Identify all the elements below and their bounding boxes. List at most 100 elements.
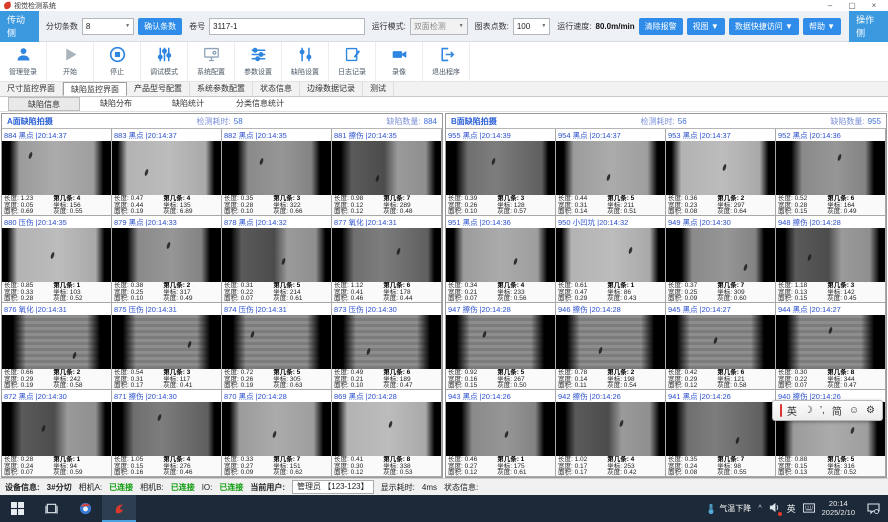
tab-0[interactable]: 尺寸监控界面	[0, 82, 63, 96]
subtab-1[interactable]: 缺陷分布	[100, 99, 132, 108]
defect-image[interactable]	[556, 228, 665, 282]
defect-cell[interactable]: 884 黑点 |20:14:37 长度: 1.23 宽度: 0.05 面积: 0…	[2, 129, 112, 216]
defect-cell-header[interactable]: 948 擦伤 |20:14:28	[776, 216, 885, 228]
clear-alarm-button[interactable]: 清除报警	[638, 17, 683, 35]
defect-cell-header[interactable]: 947 擦伤 |20:14:28	[446, 303, 555, 315]
defect-image[interactable]	[222, 141, 331, 195]
minimize-button[interactable]: –	[827, 1, 833, 10]
ime-night-mode-icon[interactable]: ☽	[803, 405, 813, 416]
defect-cell-header[interactable]: 878 黑点 |20:14:32	[222, 216, 331, 228]
defect-cell-header[interactable]: 874 压伤 |20:14:31	[222, 303, 331, 315]
close-button[interactable]: ×	[871, 1, 877, 10]
action-center-icon[interactable]	[862, 495, 884, 522]
taskbar-clock[interactable]: 20:14 2025/2/10	[822, 499, 855, 517]
task-view-button[interactable]	[34, 495, 68, 522]
action-button-sliders-h[interactable]: 参数设置	[235, 42, 282, 81]
defect-cell-header[interactable]: 952 黑点 |20:14:36	[776, 129, 885, 141]
defect-image[interactable]	[666, 141, 775, 195]
defect-cell-header[interactable]: 882 黑点 |20:14:35	[222, 129, 331, 141]
defect-image[interactable]	[446, 228, 555, 282]
defect-cell-header[interactable]: 944 黑点 |20:14:27	[776, 303, 885, 315]
action-button-user[interactable]: 管理登录	[0, 42, 47, 81]
tab-5[interactable]: 边缘数据记录	[300, 82, 363, 96]
ime-toolbar[interactable]: 英 ☽ ’, 简 ☺ ⚙	[771, 400, 883, 421]
defect-cell-header[interactable]: 953 黑点 |20:14:37	[666, 129, 775, 141]
action-button-notebook[interactable]: 日志记录	[329, 42, 376, 81]
ime-punctuation-toggle[interactable]: ’,	[819, 405, 825, 416]
defect-image[interactable]	[556, 141, 665, 195]
defect-cell[interactable]: 948 擦伤 |20:14:28 长度: 1.18 宽度: 0.13 面积: 0…	[776, 216, 886, 303]
defect-cell[interactable]: 879 黑点 |20:14:33 长度: 0.38 宽度: 0.25 面积: 0…	[112, 216, 222, 303]
defect-cell-header[interactable]: 873 压伤 |20:14:30	[332, 303, 441, 315]
defect-cell-header[interactable]: 940 擦伤 |20:14:26	[776, 390, 885, 402]
defect-cell-header[interactable]: 875 压伤 |20:14:31	[112, 303, 221, 315]
defect-cell[interactable]: 880 压伤 |20:14:35 长度: 0.85 宽度: 0.33 面积: 0…	[2, 216, 112, 303]
defect-cell-header[interactable]: 949 黑点 |20:14:30	[666, 216, 775, 228]
defect-cell-header[interactable]: 880 压伤 |20:14:35	[2, 216, 111, 228]
subtab-3[interactable]: 分类信息统计	[236, 99, 284, 108]
defect-image[interactable]	[2, 141, 111, 195]
defect-image[interactable]	[776, 141, 885, 195]
ime-simplified-toggle[interactable]: 简	[831, 407, 842, 418]
defect-image[interactable]	[446, 141, 555, 195]
defect-image[interactable]	[112, 228, 221, 282]
defect-image[interactable]	[332, 402, 441, 456]
defect-cell[interactable]: 870 黑点 |20:14:28 长度: 0.33 宽度: 0.27 面积: 0…	[222, 390, 332, 477]
defect-image[interactable]	[2, 402, 111, 456]
defect-cell[interactable]: 883 黑点 |20:14:37 长度: 0.47 宽度: 0.44 面积: 0…	[112, 129, 222, 216]
defect-image[interactable]	[556, 402, 665, 456]
drive-side-button[interactable]: 传动侧	[0, 10, 39, 42]
defect-image[interactable]	[332, 228, 441, 282]
subtab-0[interactable]: 缺陷信息	[8, 97, 80, 111]
volume-icon[interactable]	[769, 502, 782, 516]
defect-cell[interactable]: 946 擦伤 |20:14:28 长度: 0.78 宽度: 0.14 面积: 0…	[556, 303, 666, 390]
defect-image[interactable]	[222, 402, 331, 456]
defect-cell[interactable]: 941 黑点 |20:14:26 长度: 0.35 宽度: 0.24 面积: 0…	[666, 390, 776, 477]
defect-image[interactable]	[776, 228, 885, 282]
defect-image[interactable]	[112, 315, 221, 369]
maximize-button[interactable]: ▢	[848, 1, 856, 10]
defect-cell-header[interactable]: 945 黑点 |20:14:27	[666, 303, 775, 315]
defect-image[interactable]	[446, 402, 555, 456]
defect-cell[interactable]: 943 黑点 |20:14:26 长度: 0.46 宽度: 0.27 面积: 0…	[446, 390, 556, 477]
defect-cell-header[interactable]: 955 黑点 |20:14:39	[446, 129, 555, 141]
action-button-monitor[interactable]: 系统配置	[188, 42, 235, 81]
action-button-stop[interactable]: 停止	[94, 42, 141, 81]
start-button[interactable]	[0, 495, 34, 522]
help-menu-button[interactable]: 帮助 ▼	[802, 17, 842, 35]
defect-cell-header[interactable]: 871 擦伤 |20:14:30	[112, 390, 221, 402]
defect-image[interactable]	[112, 141, 221, 195]
tab-1[interactable]: 缺陷监控界面	[63, 82, 127, 96]
defect-cell[interactable]: 955 黑点 |20:14:39 长度: 0.39 宽度: 0.26 面积: 0…	[446, 129, 556, 216]
defect-image[interactable]	[332, 141, 441, 195]
defect-cell-header[interactable]: 881 擦伤 |20:14:35	[332, 129, 441, 141]
ime-lang-toggle[interactable]: 英	[786, 407, 797, 418]
defect-image[interactable]	[666, 228, 775, 282]
defect-cell[interactable]: 950 小凹坑 |20:14:32 长度: 0.61 宽度: 0.47 面积: …	[556, 216, 666, 303]
strip-count-select[interactable]: 8 ▼	[81, 17, 135, 35]
defect-cell[interactable]: 875 压伤 |20:14:31 长度: 0.54 宽度: 0.31 面积: 0…	[112, 303, 222, 390]
ime-emoji-icon[interactable]: ☺	[848, 405, 860, 416]
defect-image[interactable]	[112, 402, 221, 456]
defect-cell-header[interactable]: 943 黑点 |20:14:26	[446, 390, 555, 402]
defect-image[interactable]	[222, 228, 331, 282]
defect-cell[interactable]: 953 黑点 |20:14:37 长度: 0.36 宽度: 0.23 面积: 0…	[666, 129, 776, 216]
defect-cell[interactable]: 877 氧化 |20:14:31 长度: 1.12 宽度: 0.41 面积: 0…	[332, 216, 442, 303]
chart-points-select[interactable]: 100 ▼	[512, 17, 551, 35]
defect-cell[interactable]: 874 压伤 |20:14:31 长度: 0.72 宽度: 0.26 面积: 0…	[222, 303, 332, 390]
defect-cell[interactable]: 945 黑点 |20:14:27 长度: 0.42 宽度: 0.29 面积: 0…	[666, 303, 776, 390]
defect-cell[interactable]: 944 黑点 |20:14:27 长度: 0.30 宽度: 0.22 面积: 0…	[776, 303, 886, 390]
defect-image[interactable]	[666, 402, 775, 456]
defect-image[interactable]	[776, 315, 885, 369]
defect-cell[interactable]: 881 擦伤 |20:14:35 长度: 0.98 宽度: 0.12 面积: 0…	[332, 129, 442, 216]
defect-image[interactable]	[222, 315, 331, 369]
defect-cell-header[interactable]: 951 黑点 |20:14:36	[446, 216, 555, 228]
tray-expand-chevron[interactable]: ^	[758, 505, 762, 512]
ime-settings-gear-icon[interactable]: ⚙	[866, 405, 875, 416]
ime-keyboard-icon[interactable]	[802, 502, 815, 515]
defect-cell[interactable]: 872 黑点 |20:14:30 长度: 0.28 宽度: 0.24 面积: 0…	[2, 390, 112, 477]
defect-image[interactable]	[446, 315, 555, 369]
defect-cell-header[interactable]: 942 擦伤 |20:14:26	[556, 390, 665, 402]
defect-cell[interactable]: 876 氧化 |20:14:31 长度: 0.66 宽度: 0.29 面积: 0…	[2, 303, 112, 390]
defect-cell-header[interactable]: 941 黑点 |20:14:26	[666, 390, 775, 402]
